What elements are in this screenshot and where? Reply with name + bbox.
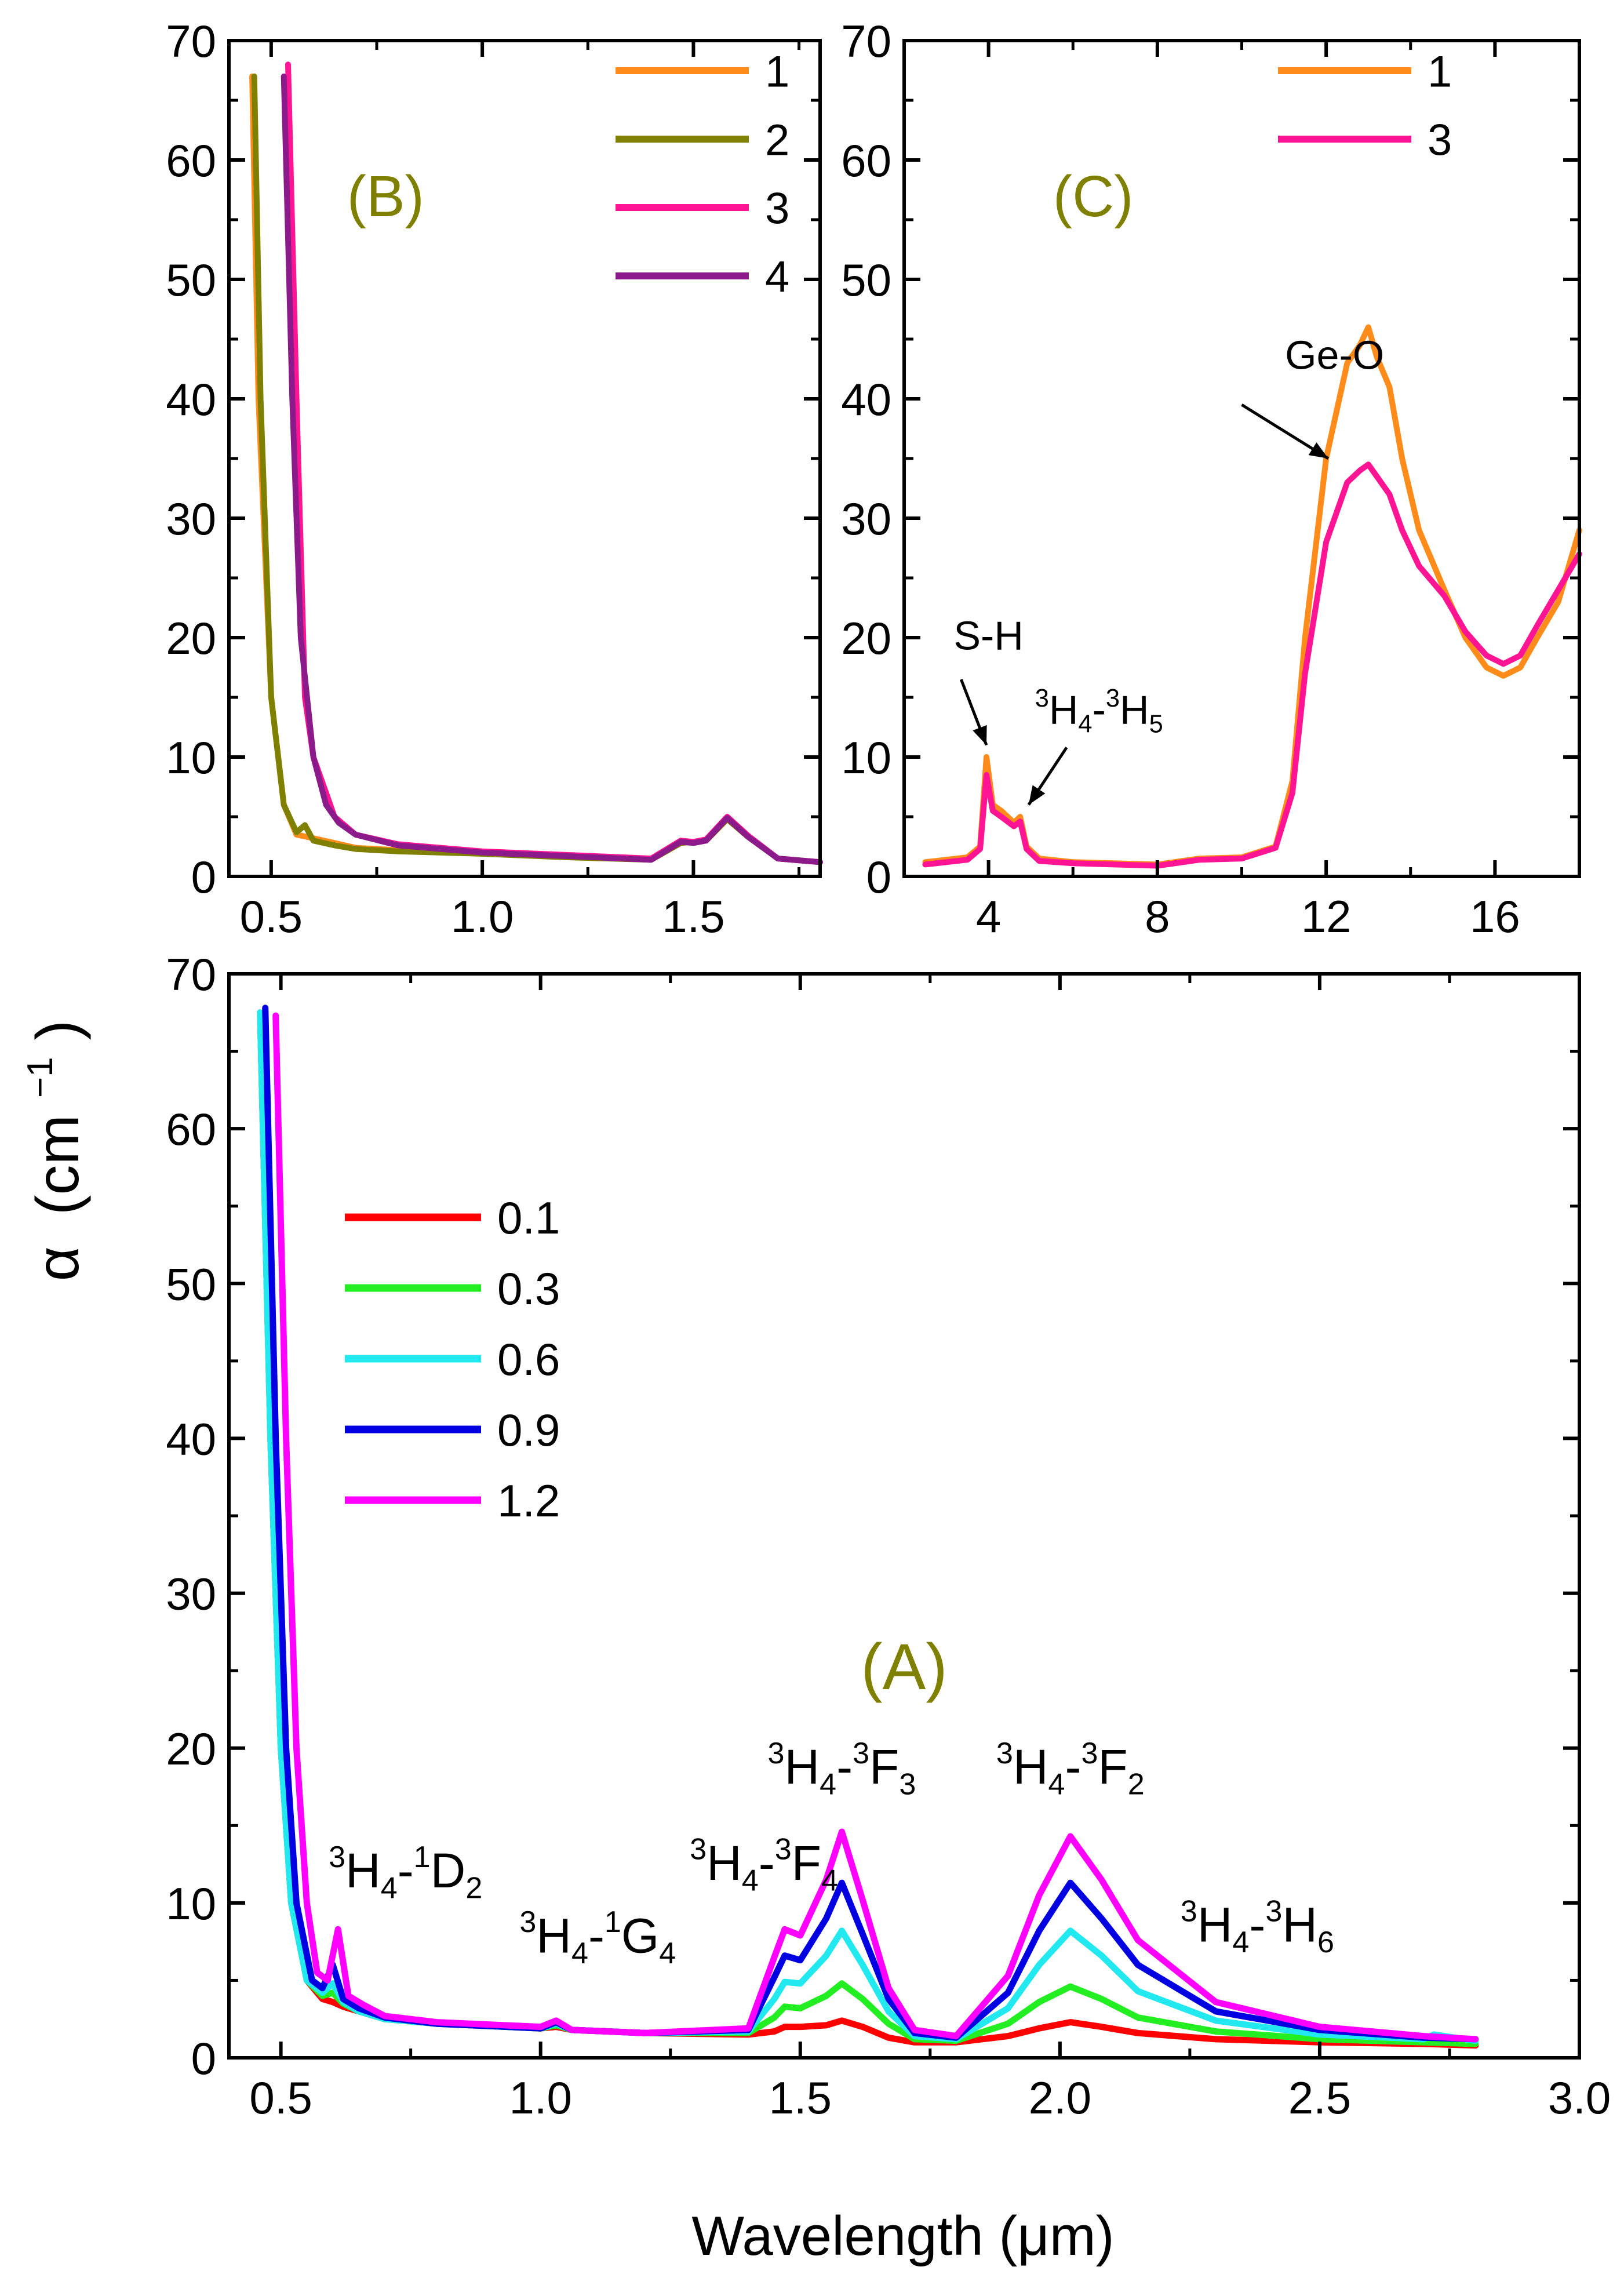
- y-axis-label-exponent: −1: [20, 1057, 60, 1098]
- panel-c-legend-label: 1: [1428, 47, 1452, 96]
- panel-a-legend-label: 0.1: [497, 1192, 560, 1243]
- panel-a-xtick-label: 1.0: [509, 2072, 571, 2123]
- panel-a-ytick-label: 70: [166, 949, 216, 1000]
- panel-b-series-4: [281, 73, 823, 865]
- panel-a-xtick-label: 1.5: [769, 2072, 832, 2123]
- panel-a-xtick-label: 0.5: [249, 2072, 312, 2123]
- panel-c-ytick-label: 30: [841, 493, 891, 544]
- panel-b-xtick-label: 1.0: [451, 891, 514, 942]
- y-axis-label-symbol: α: [24, 1246, 92, 1281]
- panel-b-ytick-label: 50: [166, 254, 216, 305]
- panel-b-ytick-label: 20: [166, 613, 216, 664]
- panel-a-transition-label: 3H4-1D2: [329, 1840, 482, 1905]
- panel-a-ytick-label: 40: [166, 1414, 216, 1465]
- panel-b-xtick-label: 0.5: [240, 891, 303, 942]
- panel-a-legend-label: 0.9: [497, 1405, 560, 1456]
- panel-a-transition-label: 3H4-3F4: [690, 1832, 838, 1897]
- panel-a-transition-label: 3H4-1G4: [519, 1905, 676, 1970]
- panel-a-xtick-label: 2.5: [1288, 2072, 1351, 2123]
- panel-a-ytick-label: 0: [191, 2033, 216, 2084]
- panel-a-series-0_3: [257, 1009, 1479, 2047]
- panel-c-arrowhead: [1308, 442, 1328, 459]
- panel-c: 0 10 20 30 40 50 60 70 4 8 12 16 (C) 1 3 S-H Ge-O 3H4-3H5: [841, 16, 1582, 942]
- panel-c-ytick-label: 70: [841, 16, 891, 67]
- panel-c-xtick-label: 12: [1301, 891, 1352, 942]
- panel-a-legend-label: 0.6: [497, 1334, 560, 1385]
- panel-a-ytick-label: 30: [166, 1569, 216, 1620]
- panel-a-label: (A): [861, 1631, 947, 1703]
- panel-c-transition-label: 3H4-3H5: [1035, 685, 1163, 738]
- panel-c-ytick-label: 40: [841, 374, 891, 425]
- panel-b-ytick-label: 60: [166, 135, 216, 186]
- panel-a-xtick-label: 3.0: [1548, 2072, 1611, 2123]
- panel-b-legend-label: 1: [765, 47, 789, 96]
- y-axis-label: α (cm −1 ): [0, 1020, 92, 1281]
- panel-b-label: (B): [347, 164, 424, 229]
- panel-a-series-1_2: [272, 1012, 1479, 2043]
- panel-b-legend-label: 4: [765, 252, 789, 301]
- panel-b-ytick-label: 40: [166, 374, 216, 425]
- panel-b-legend-label: 2: [765, 115, 789, 165]
- y-axis-label-unit: (cm: [24, 1115, 92, 1215]
- panel-a-xtick-label: 2.0: [1029, 2072, 1091, 2123]
- panel-c-legend-label: 3: [1428, 115, 1452, 165]
- panel-a-series-0_6: [257, 1009, 1479, 2044]
- panel-a-series-0_1: [257, 1009, 1479, 2049]
- panel-a-legend-label: 0.3: [497, 1263, 560, 1314]
- panel-c-xtick-label: 16: [1470, 891, 1520, 942]
- panel-a-legend-label: 1.2: [497, 1475, 560, 1526]
- panel-c-ytick-label: 60: [841, 135, 891, 186]
- panel-b: 0 10 20 30 40 50 60 70 0.5 1.0 1.5 (B) 1 2 3 4: [166, 16, 823, 942]
- panel-c-ytick-label: 10: [841, 732, 891, 783]
- panel-c-ytick-label: 0: [866, 852, 891, 903]
- panel-b-ytick-label: 0: [191, 852, 216, 903]
- panel-b-ytick-label: 10: [166, 732, 216, 783]
- panel-b-ytick-label: 30: [166, 493, 216, 544]
- panel-a-ytick-label: 10: [166, 1878, 216, 1929]
- panel-c-annotation: S-H: [953, 613, 1024, 658]
- panel-b-ytick-label: 70: [166, 16, 216, 67]
- panel-c-xtick-label: 8: [1145, 891, 1170, 942]
- panel-c-arrowhead: [1028, 785, 1046, 805]
- panel-c-ytick-label: 50: [841, 254, 891, 305]
- panel-a-ytick-label: 50: [166, 1258, 216, 1309]
- x-axis-label: Wavelength (μm): [691, 2205, 1114, 2267]
- panel-b-legend-label: 3: [765, 184, 789, 233]
- y-axis-label-close: ): [24, 1020, 92, 1040]
- panel-c-xtick-label: 4: [976, 891, 1001, 942]
- panel-a-transition-label: 3H4-3H6: [1181, 1894, 1334, 1959]
- panel-a-transition-label: 3H4-3F3: [768, 1737, 916, 1802]
- panel-a: 0 10 20 30 40 50 60 70 0.5 1.0 1.5 2.0 2.5 3.0 (A) 0.1 0…: [166, 949, 1611, 2123]
- panel-c-ytick-label: 20: [841, 613, 891, 664]
- panel-c-annotation: Ge-O: [1285, 333, 1384, 378]
- panel-c-arrowhead: [973, 725, 987, 745]
- panel-a-ytick-label: 60: [166, 1104, 216, 1155]
- panel-c-label: (C): [1053, 164, 1134, 229]
- panel-b-xtick-label: 1.5: [662, 891, 724, 942]
- panel-a-ytick-label: 20: [166, 1723, 216, 1774]
- panel-c-series-3: [922, 461, 1582, 869]
- panel-a-transition-label: 3H4-3F2: [996, 1737, 1145, 1802]
